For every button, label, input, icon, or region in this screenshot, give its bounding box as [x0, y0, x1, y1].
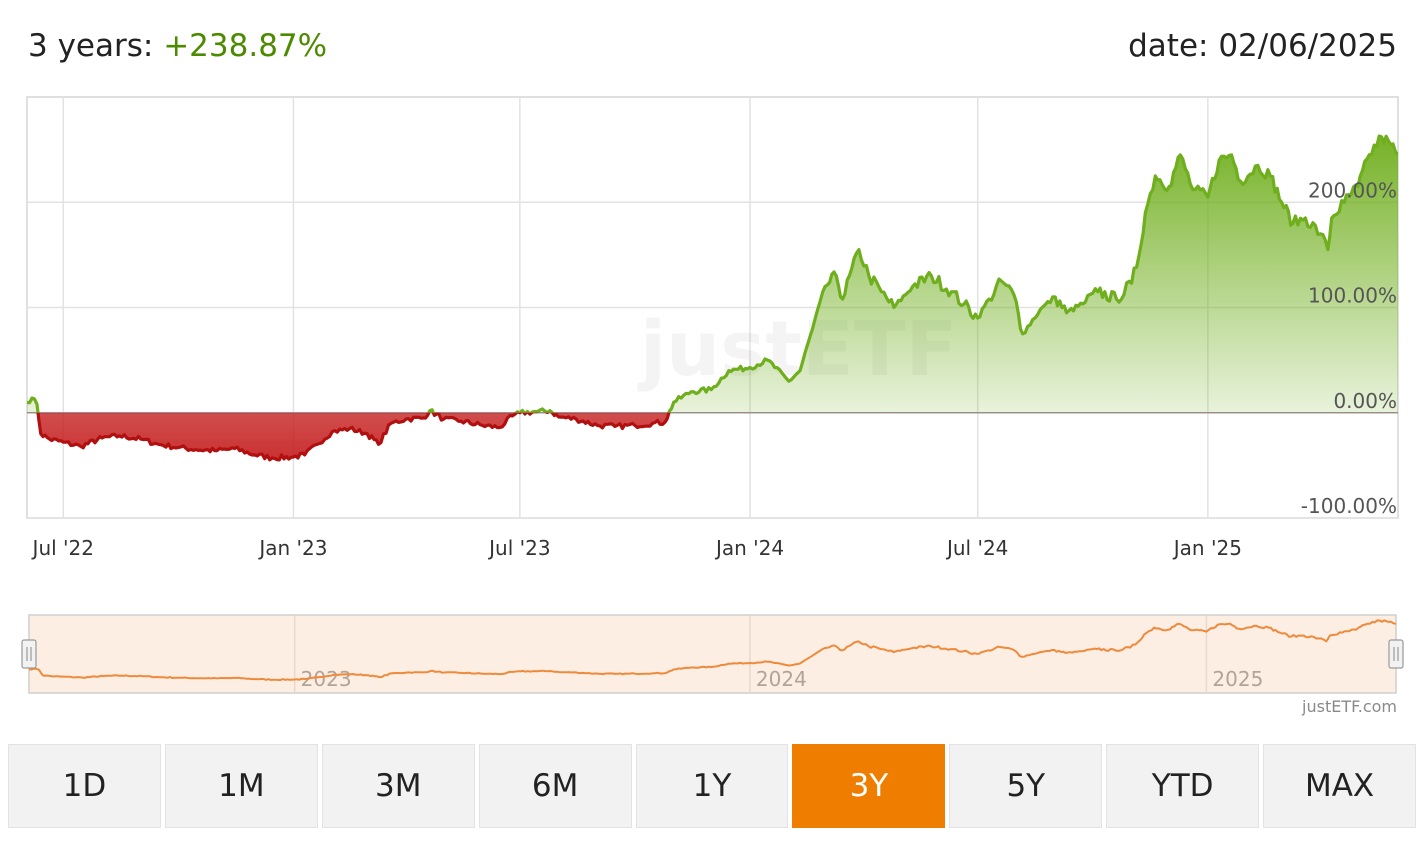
series-line-negative — [36, 412, 671, 462]
x-tick-label: Jan '25 — [1172, 536, 1242, 560]
navigator-year-label: 2025 — [1212, 667, 1263, 691]
navigator-handle-right[interactable] — [1388, 639, 1404, 669]
range-button-6m[interactable]: 6M — [478, 744, 632, 828]
period-label: 3 years: — [28, 28, 154, 64]
x-tick-label: Jul '24 — [945, 536, 1008, 560]
date-label: date: 02/06/2025 — [1128, 28, 1397, 64]
performance-chart[interactable]: justETF -100.00%0.00%100.00%200.00%Jul '… — [0, 0, 1424, 700]
x-tick-label: Jan '23 — [257, 536, 327, 560]
credit-link[interactable]: justETF.com — [1302, 697, 1397, 716]
x-tick-label: Jan '24 — [714, 536, 784, 560]
range-button-1d[interactable]: 1D — [8, 744, 161, 828]
y-tick-label: -100.00% — [1301, 494, 1397, 518]
y-tick-label: 100.00% — [1308, 284, 1397, 308]
y-tick-label: 200.00% — [1308, 178, 1397, 202]
range-button-1y[interactable]: 1Y — [635, 744, 789, 828]
navigator-window[interactable] — [28, 614, 1397, 694]
range-button-ytd[interactable]: YTD — [1106, 744, 1260, 828]
navigator-series-line — [28, 619, 1397, 682]
positive-area — [27, 136, 1398, 413]
range-navigator: 2023 2024 2025 — [21, 614, 1404, 694]
x-tick-label: Jul '22 — [31, 536, 94, 560]
range-selector: 1D 1M 3M 6M 1Y 3Y 5Y YTD MAX — [8, 744, 1417, 828]
series-line-positive — [27, 134, 1398, 413]
range-button-3m[interactable]: 3M — [321, 744, 475, 828]
navigator-handle-left[interactable] — [21, 639, 37, 669]
range-button-5y[interactable]: 5Y — [949, 744, 1103, 828]
x-tick-label: Jul '23 — [487, 536, 550, 560]
range-button-max[interactable]: MAX — [1263, 744, 1417, 828]
negative-area — [27, 412, 1398, 460]
range-button-1m[interactable]: 1M — [164, 744, 318, 828]
performance-value: +238.87% — [163, 28, 328, 64]
range-button-3y[interactable]: 3Y — [792, 744, 946, 828]
y-tick-label: 0.00% — [1333, 389, 1397, 413]
performance-summary: 3 years: +238.87% — [28, 28, 327, 64]
navigator-year-label: 2024 — [756, 667, 807, 691]
